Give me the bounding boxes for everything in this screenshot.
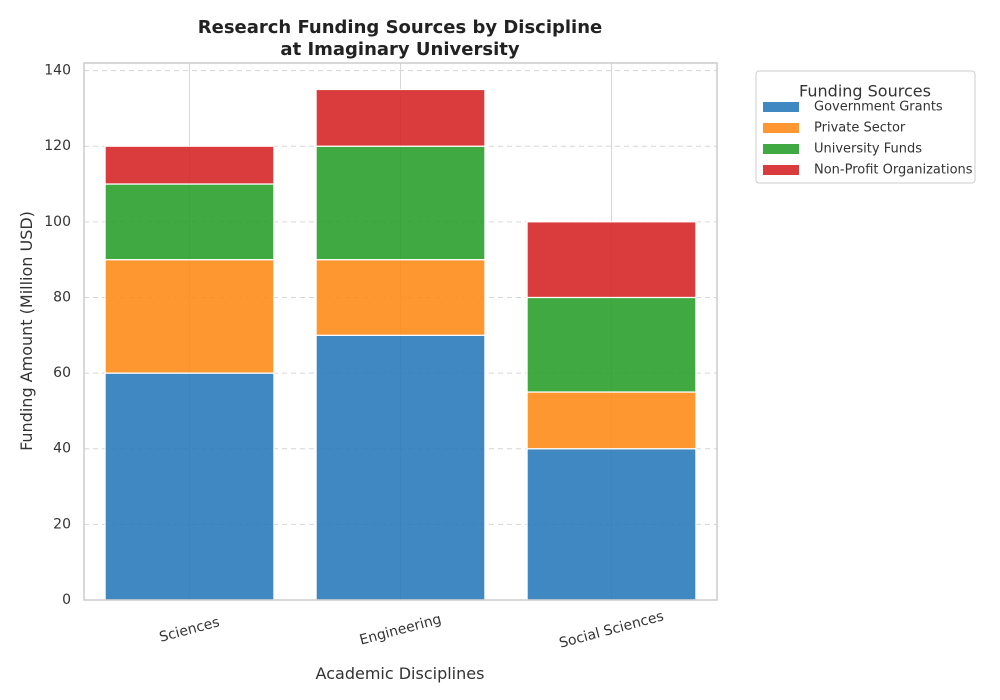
legend-swatch bbox=[763, 165, 799, 175]
y-tick-label: 60 bbox=[53, 365, 71, 381]
chart-title-line-2: at Imaginary University bbox=[280, 39, 519, 60]
bar-segment bbox=[315, 334, 486, 601]
y-tick-label: 40 bbox=[53, 441, 71, 457]
x-tick-label: Sciences bbox=[158, 614, 222, 645]
x-tick-label: Engineering bbox=[358, 611, 443, 648]
bar-segment bbox=[526, 296, 697, 393]
y-tick-label: 100 bbox=[44, 214, 71, 230]
y-tick-label: 120 bbox=[44, 138, 71, 154]
legend-label: University Funds bbox=[814, 142, 922, 157]
legend-label: Government Grants bbox=[814, 100, 943, 115]
bar-segment bbox=[104, 372, 275, 601]
y-tick-label: 20 bbox=[53, 516, 71, 532]
bar-segment bbox=[526, 221, 697, 299]
y-axis-ticks: 0 20 40 60 80 100 120 140 bbox=[44, 63, 71, 608]
x-axis-ticks: Sciences Engineering Social Sciences bbox=[158, 608, 666, 651]
bars bbox=[104, 88, 697, 601]
chart-title-line-1: Research Funding Sources by Discipline bbox=[198, 17, 603, 38]
bar-segment bbox=[104, 259, 275, 374]
y-tick-label: 140 bbox=[44, 63, 71, 79]
y-axis-label: Funding Amount (Million USD) bbox=[17, 211, 36, 451]
legend-label: Private Sector bbox=[814, 121, 906, 136]
legend: Funding Sources Government Grants Private… bbox=[755, 70, 976, 184]
bar-segment bbox=[315, 259, 486, 336]
bar-segment bbox=[104, 183, 275, 261]
legend-label: Non-Profit Organizations bbox=[814, 163, 973, 178]
bar-segment bbox=[104, 145, 275, 185]
bar-segment bbox=[526, 448, 697, 601]
legend-items: Government Grants Private Sector Universit… bbox=[763, 100, 973, 178]
bar-segment bbox=[526, 391, 697, 450]
legend-swatch bbox=[763, 102, 799, 112]
y-tick-label: 0 bbox=[62, 592, 71, 608]
bar-segment bbox=[315, 145, 486, 261]
x-tick-label: Social Sciences bbox=[557, 608, 665, 651]
y-tick-label: 80 bbox=[53, 289, 71, 305]
x-axis-label: Academic Disciplines bbox=[316, 664, 485, 683]
plot-frame bbox=[83, 62, 718, 601]
bar-segment bbox=[315, 88, 486, 147]
legend-box bbox=[755, 70, 976, 184]
legend-swatch bbox=[763, 144, 799, 154]
legend-title: Funding Sources bbox=[799, 82, 931, 101]
chart-title: Research Funding Sources by Discipline a… bbox=[198, 17, 603, 60]
legend-swatch bbox=[763, 123, 799, 133]
